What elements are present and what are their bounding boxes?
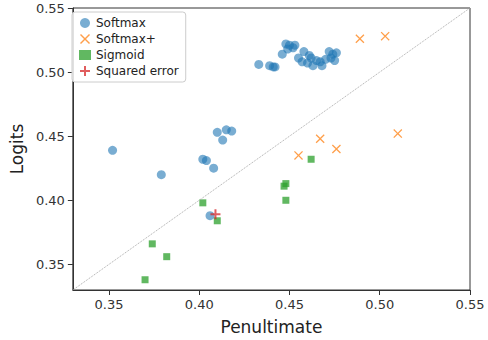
svg-text:0.50: 0.50: [36, 65, 65, 80]
svg-text:0.55: 0.55: [36, 1, 65, 16]
svg-text:0.40: 0.40: [185, 297, 214, 312]
svg-text:Logits: Logits: [7, 124, 27, 175]
svg-text:Penultimate: Penultimate: [220, 317, 322, 337]
svg-text:0.55: 0.55: [456, 297, 485, 312]
svg-text:Squared error: Squared error: [96, 64, 179, 78]
svg-text:Softmax+: Softmax+: [96, 32, 156, 46]
svg-text:0.45: 0.45: [36, 129, 65, 144]
svg-text:Sigmoid: Sigmoid: [96, 48, 145, 62]
svg-text:0.50: 0.50: [365, 297, 394, 312]
svg-text:0.35: 0.35: [36, 257, 65, 272]
svg-text:0.45: 0.45: [275, 297, 304, 312]
svg-text:Softmax: Softmax: [96, 16, 146, 30]
svg-text:0.40: 0.40: [36, 193, 65, 208]
svg-text:0.35: 0.35: [94, 297, 123, 312]
